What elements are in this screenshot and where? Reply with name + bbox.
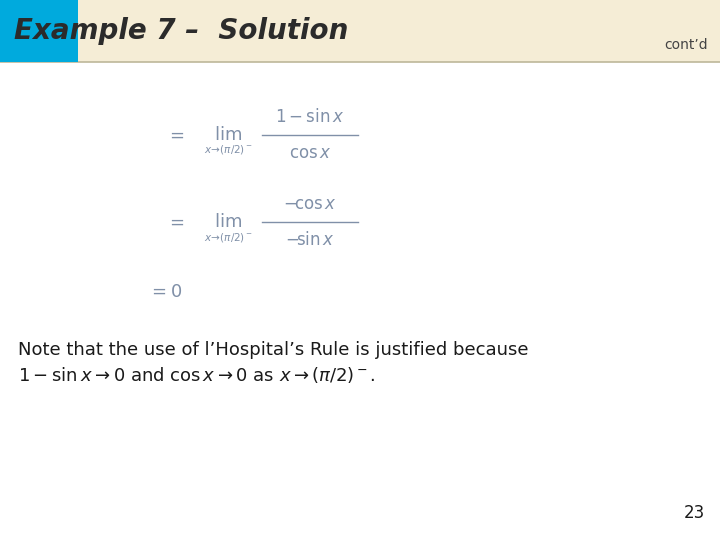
Text: $-\!\cos x$: $-\!\cos x$ xyxy=(283,195,337,213)
Text: Example 7 –  Solution: Example 7 – Solution xyxy=(14,17,348,45)
Text: $-\!\sin x$: $-\!\sin x$ xyxy=(285,231,335,249)
Text: $x\!\to\!(\pi/2)^-$: $x\!\to\!(\pi/2)^-$ xyxy=(204,231,252,244)
Text: $\lim$: $\lim$ xyxy=(214,213,242,231)
Text: 23: 23 xyxy=(684,504,705,522)
Text: Note that the use of l’Hospital’s Rule is justified because: Note that the use of l’Hospital’s Rule i… xyxy=(18,341,528,359)
Bar xyxy=(0,0,78,62)
Text: $x\!\to\!(\pi/2)^-$: $x\!\to\!(\pi/2)^-$ xyxy=(204,144,252,157)
Text: $=$: $=$ xyxy=(166,126,184,144)
Text: cont’d: cont’d xyxy=(665,38,708,52)
Bar xyxy=(0,0,720,62)
Text: $1 - \sin x \to 0$ and $\cos x \to 0$ as $x \to (\pi/2)^-$.: $1 - \sin x \to 0$ and $\cos x \to 0$ as… xyxy=(18,365,375,385)
Text: $\cos x$: $\cos x$ xyxy=(289,144,331,162)
Text: $\lim$: $\lim$ xyxy=(214,126,242,144)
Text: $=$: $=$ xyxy=(166,213,184,231)
Text: $= 0$: $= 0$ xyxy=(148,283,182,301)
Text: $1 - \sin x$: $1 - \sin x$ xyxy=(275,108,345,126)
